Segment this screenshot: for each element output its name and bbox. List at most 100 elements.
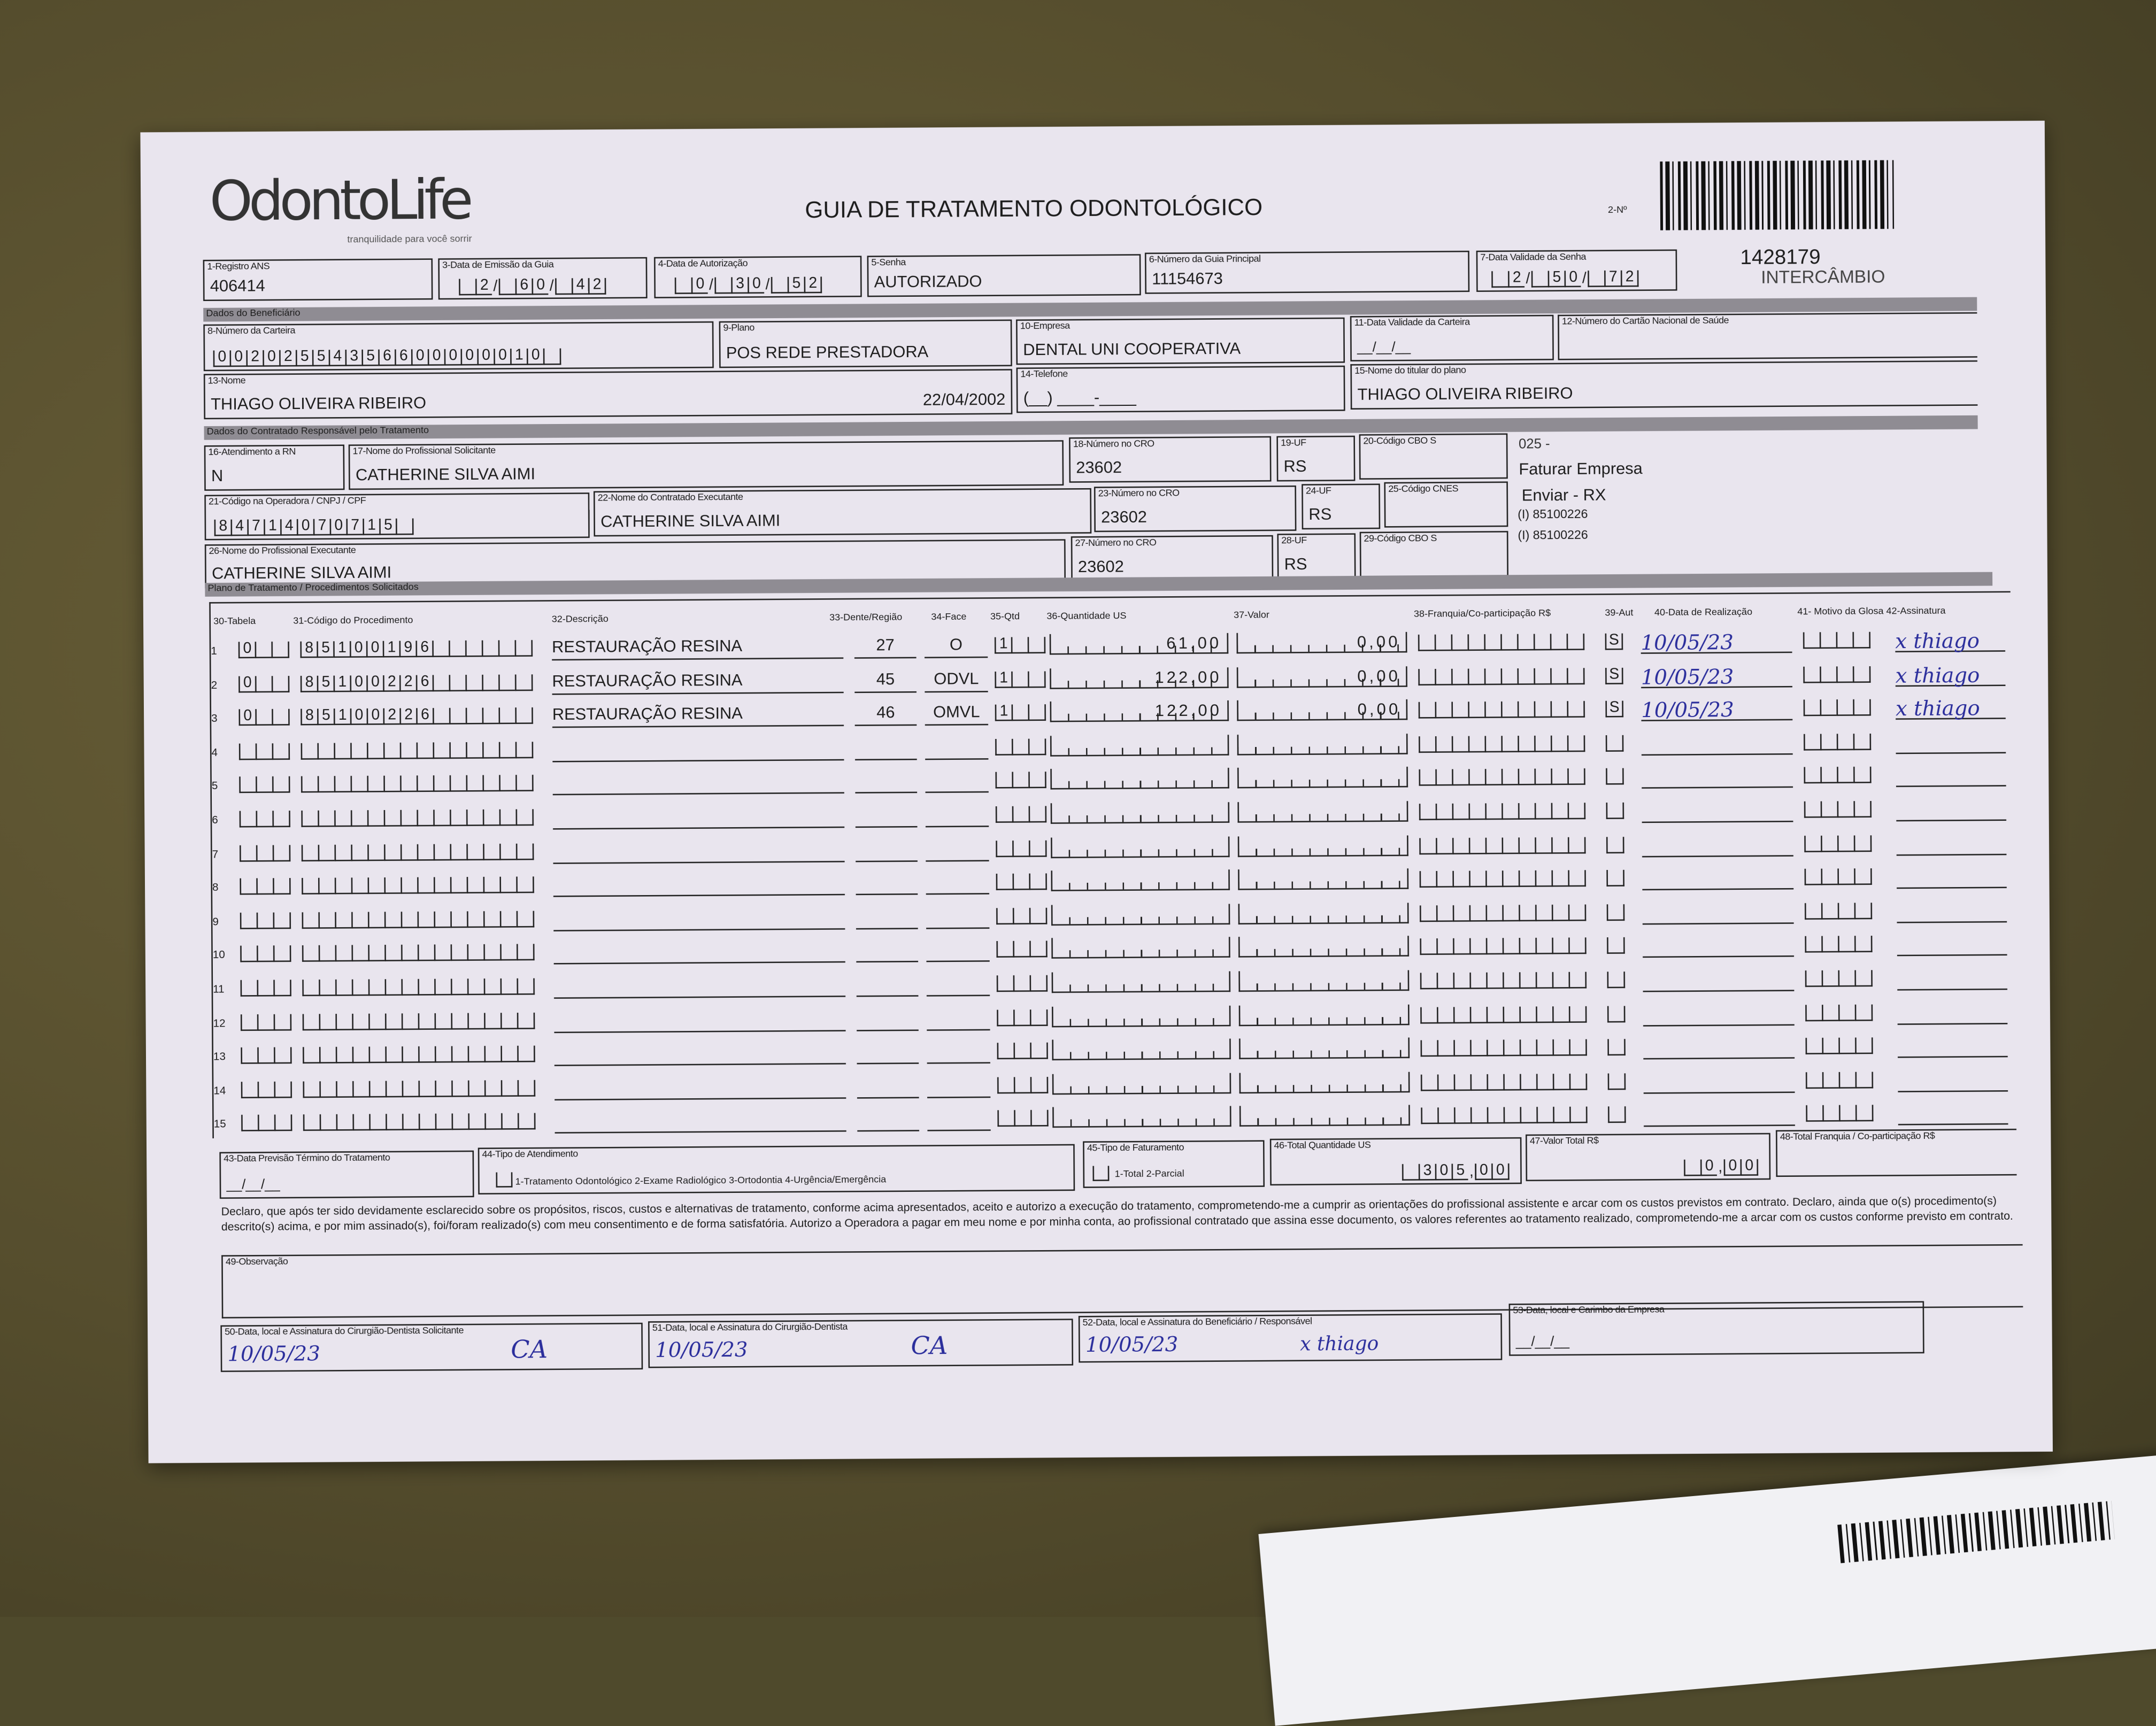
cell-franquia[interactable] [1420,935,1587,956]
field-senha[interactable]: 5-Senha AUTORIZADO [867,254,1141,297]
cell-qtd[interactable] [997,1040,1048,1060]
cell-qtd-us[interactable] [1050,802,1230,824]
field-profissional-solicitante[interactable]: 17-Nome do Profissional Solicitante CATHE… [348,440,1064,490]
cell-aut[interactable] [1607,1003,1626,1022]
field-cro-18[interactable]: 18-Número no CRO 23602 [1069,436,1272,483]
cell-valor[interactable] [1237,733,1408,756]
cell-descricao[interactable] [553,872,845,898]
cell-tabela[interactable] [241,1045,292,1065]
field-titular-plano[interactable]: 15-Nome do titular do plano THIAGO OLIVEI… [1350,360,1978,410]
cell-assinatura[interactable]: x thiago [1895,662,2006,688]
cell-dente[interactable] [857,1041,919,1065]
cell-glosa[interactable] [1804,765,1872,784]
cell-qtd-us[interactable] [1050,768,1229,790]
cell-face[interactable] [926,871,990,895]
cell-face[interactable] [926,973,990,997]
cell-tabela[interactable] [239,774,290,794]
cell-valor[interactable] [1237,767,1408,789]
cell-dente[interactable]: 46 [854,702,917,727]
cell-glosa[interactable] [1803,697,1871,716]
field-uf-24[interactable]: 24-UF RS [1302,483,1381,530]
cell-codigo[interactable] [302,874,534,895]
field-total-franquia[interactable]: 48-Total Franquia / Co-participação R$ [1775,1128,2017,1177]
field-nome[interactable]: 13-Nome THIAGO OLIVEIRA RIBEIRO 22/04/2002 [203,369,1013,420]
cell-qtd-us[interactable]: 61,00 [1049,633,1229,655]
field-total-quantidade-us[interactable]: 46-Total Quantidade US 3 0 5, 0 0 [1269,1137,1522,1186]
cell-codigo[interactable] [303,1077,536,1098]
field-registro-ans[interactable]: 1-Registro ANS 406414 [203,258,433,302]
cell-dente[interactable] [856,939,919,964]
cell-franquia[interactable] [1420,969,1587,990]
cell-descricao[interactable]: RESTAURAÇÃO RESINA [551,635,844,661]
cell-aut[interactable] [1606,867,1624,887]
cell-assinatura[interactable] [1897,899,2007,923]
cell-face[interactable] [925,803,989,828]
field-carimbo-empresa[interactable]: 53-Data, local e Carimbo da Empresa __/__… [1508,1301,1924,1356]
cell-data[interactable] [1641,765,1793,789]
cell-valor[interactable]: 0,00 [1236,631,1407,654]
field-data-autorizacao[interactable]: 4-Data de Autorização 0/3 0/5 2 [654,256,862,298]
cell-franquia[interactable] [1419,733,1585,753]
cell-descricao[interactable] [554,1075,846,1100]
cell-qtd-us[interactable] [1052,1073,1231,1095]
cell-aut[interactable] [1607,1070,1626,1090]
cell-data[interactable] [1643,968,1795,992]
cell-data[interactable] [1643,1001,1795,1026]
cell-tabela[interactable] [238,740,290,760]
cell-qtd[interactable] [996,905,1048,924]
cell-aut[interactable]: S [1605,665,1623,684]
cell-assinatura[interactable] [1896,764,2006,788]
cell-qtd-us[interactable] [1051,971,1231,993]
cell-codigo[interactable] [301,806,534,827]
field-codigo-operadora[interactable]: 21-Código na Operadora / CNPJ / CPF 8 4 7 1 4… [204,492,590,541]
cell-data[interactable] [1643,1035,1795,1060]
cell-descricao[interactable] [552,804,845,830]
cell-dente[interactable] [856,872,918,896]
cell-dente[interactable]: 45 [854,668,917,693]
cell-aut[interactable] [1607,935,1625,954]
cell-tabela[interactable] [240,977,291,997]
cell-dente[interactable] [854,736,917,760]
cell-franquia[interactable] [1420,1037,1587,1057]
cell-franquia[interactable] [1419,868,1586,888]
field-assinatura-dentista[interactable]: 51-Data, local e Assinatura do Cirurgião… [648,1319,1074,1368]
cell-aut[interactable] [1606,901,1625,921]
cell-qtd[interactable] [997,1074,1049,1093]
cell-glosa[interactable] [1805,1001,1873,1021]
cell-assinatura[interactable]: x thiago [1895,696,2006,721]
cell-dente[interactable] [856,905,918,929]
cell-descricao[interactable] [553,906,845,931]
cell-qtd-us[interactable] [1051,869,1230,892]
cell-qtd[interactable] [995,769,1046,789]
checkbox[interactable] [496,1172,513,1188]
cell-aut[interactable] [1607,1036,1626,1056]
cell-descricao[interactable] [554,1041,846,1067]
cell-face[interactable] [925,736,989,760]
cell-assinatura[interactable] [1897,966,2007,991]
cell-tabela[interactable] [241,1078,292,1098]
cell-glosa[interactable] [1805,1069,1874,1089]
field-assinatura-solicitante[interactable]: 50-Data, local e Assinatura do Cirurgião… [220,1322,643,1372]
cell-assinatura[interactable] [1896,729,2006,754]
cell-aut[interactable]: S [1605,698,1623,718]
cell-qtd[interactable] [996,938,1048,958]
cell-codigo[interactable] [302,975,535,997]
cell-qtd-us[interactable] [1051,903,1230,926]
field-assinatura-beneficiario[interactable]: 52-Data, local e Assinatura do Beneficiá… [1078,1313,1503,1363]
cell-franquia[interactable] [1418,665,1585,685]
cell-face[interactable]: OMVL [925,702,989,726]
cell-aut[interactable] [1608,1104,1626,1124]
cell-tabela[interactable] [240,943,291,963]
field-cro-23[interactable]: 23-Número no CRO 23602 [1094,485,1297,533]
field-uf-19[interactable]: 19-UF RS [1276,435,1356,482]
cell-face[interactable] [926,837,989,861]
cell-descricao[interactable]: RESTAURAÇÃO RESINA [552,703,844,728]
cell-assinatura[interactable] [1896,797,2007,822]
cell-valor[interactable] [1238,936,1410,958]
cell-valor[interactable] [1239,1072,1410,1093]
cell-qtd[interactable] [995,736,1046,756]
cell-face[interactable] [926,938,990,963]
field-tipo-atendimento[interactable]: 44-Tipo de Atendimento 1-Tratamento Odont… [478,1144,1075,1195]
cell-qtd[interactable]: 1 [994,634,1046,654]
